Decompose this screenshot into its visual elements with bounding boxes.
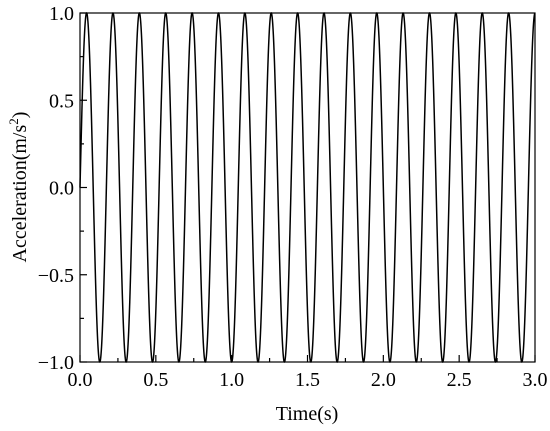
x-axis-label: Time(s) xyxy=(276,403,339,425)
x-tick-label: 3.0 xyxy=(523,369,548,391)
x-tick-label: 2.0 xyxy=(371,369,396,391)
x-tick-label: 0.5 xyxy=(143,369,168,391)
y-axis-label: Acceleration(m/s2) xyxy=(6,112,31,263)
x-tick-label: 1.0 xyxy=(219,369,244,391)
tick-labels: 0.0 0.5 1.0 1.5 2.0 2.5 3.0 −1.0 −0.5 0.0 0.5 1.0 xyxy=(38,3,548,391)
series-line-acceleration xyxy=(79,12,536,363)
y-tick-label: 1.0 xyxy=(49,3,74,25)
x-tick-label: 0.0 xyxy=(68,369,93,391)
y-tick-label: −0.5 xyxy=(38,265,74,287)
x-tick-label: 2.5 xyxy=(447,369,472,391)
y-tick-label: −1.0 xyxy=(38,352,74,374)
y-tick-label: 0.0 xyxy=(49,178,74,200)
y-tick-label: 0.5 xyxy=(49,90,74,112)
x-tick-label: 1.5 xyxy=(295,369,320,391)
tick-marks xyxy=(79,12,536,363)
